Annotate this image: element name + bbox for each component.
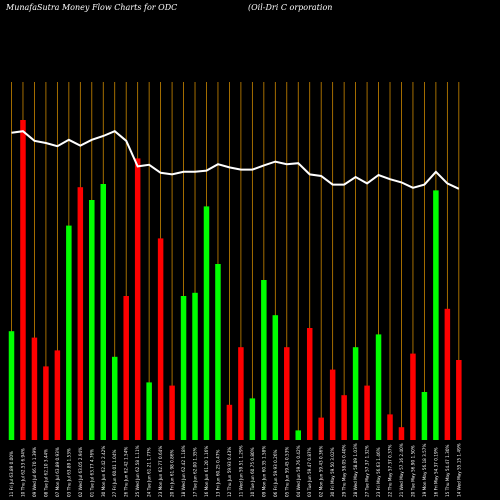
- tick-label: 16 Fri May 54.37 0.19%: [433, 447, 438, 497]
- tick-label: 20 Tue May 56.90 1.50%: [410, 445, 415, 497]
- bar: [456, 360, 462, 440]
- bar: [123, 296, 129, 440]
- bar: [215, 264, 221, 440]
- tick-label: 23 Mon Jun 62.77 0.64%: [158, 446, 163, 497]
- bar: [180, 296, 187, 440]
- bar: [398, 427, 405, 440]
- bar: [54, 350, 61, 440]
- bar: [284, 347, 290, 440]
- bar: [31, 337, 38, 440]
- tick-label: 15 Thu May 54.47 1.30%: [445, 445, 450, 497]
- tick-label: 17 Tue Jun 62.00 1.35%: [193, 447, 198, 497]
- tick-label: 21 Wed May 57.16 2.40%: [399, 443, 404, 497]
- bar: [329, 369, 336, 440]
- tick-label: 29 Thu May 58.05 0.40%: [342, 445, 347, 497]
- tick-label: 18 Wed Jun 62.42 1.18%: [181, 445, 186, 497]
- bar: [364, 385, 370, 440]
- bar: [226, 404, 233, 440]
- bar: [238, 347, 244, 440]
- bar: [421, 392, 428, 440]
- bar: [169, 385, 175, 440]
- series-line: [11, 130, 460, 190]
- tick-label: 30 Mon Jun 62.42 2.42%: [101, 446, 106, 497]
- bar: [433, 190, 439, 440]
- tick-label: 30 Fri May 59.50 3.02%: [330, 447, 335, 497]
- bar: [375, 334, 382, 440]
- bar: [89, 200, 95, 440]
- tick-label: 12 Thu Jun 59.93 0.43%: [227, 447, 232, 497]
- chart-subtitle: (Oil-Dri C orporation: [248, 3, 332, 12]
- tick-label: 03 Tue Jun 59.47 0.87%: [307, 447, 312, 497]
- bar: [410, 353, 416, 440]
- tick-label: 20 Fri Jun 61.98 0.86%: [170, 450, 175, 497]
- bar: [77, 187, 84, 440]
- tick-label: 05 Thu Jun 59.45 0.53%: [284, 447, 289, 497]
- bar: [146, 382, 152, 440]
- bar: [295, 430, 301, 440]
- bar-series: [8, 120, 462, 440]
- tick-label: 10 Tue Jun 60.75 0.80%: [250, 447, 255, 497]
- tick-label: 28 Wed May 58.09 1.03%: [353, 443, 358, 497]
- bar: [192, 292, 198, 440]
- tick-label: 23 Fri May 56.63 1.46%: [376, 447, 381, 497]
- tick-label: 25 Wed Jun 62.58 1.11%: [135, 445, 140, 497]
- tick-label: 22 Thu May 57.37 0.37%: [388, 445, 393, 497]
- bar: [306, 328, 313, 440]
- bar: [157, 238, 164, 440]
- bar: [100, 184, 107, 440]
- tick-label: 07 Mon Jul 63.89 0.93%: [55, 447, 60, 497]
- tick-label: 10 Thu Jul 62.53 6.94%: [20, 448, 25, 497]
- tick-label: 27 Tue May 57.37 1.32%: [365, 445, 370, 497]
- bar: [8, 331, 15, 440]
- tick-label: 11 Wed Jun 59.51 1.29%: [238, 445, 243, 497]
- tick-label: 14 Wed May 55.15 1.49%: [456, 443, 461, 497]
- tick-label: 11 Fri Jul 63.89 0.00%: [9, 451, 14, 497]
- tick-label: 01 Tue Jul 63.77 4.76%: [89, 449, 94, 497]
- bar: [318, 417, 324, 440]
- tick-label: 09 Mon Jun 60.35 1.58%: [261, 446, 266, 497]
- bar: [272, 315, 279, 440]
- tick-label: 06 Fri Jun 59.93 0.26%: [273, 450, 278, 497]
- bar: [341, 395, 347, 440]
- tick-label: 04 Wed Jun 59.76 0.42%: [296, 445, 301, 497]
- tick-label: 09 Wed Jul 66.70 1.39%: [32, 447, 37, 497]
- tick-label: 27 Fri Jun 60.01 1.04%: [112, 450, 117, 497]
- bar: [249, 398, 256, 440]
- tick-labels: 11 Fri Jul 63.89 0.00% 10 Thu Jul 62.53 6…: [9, 443, 461, 497]
- bar: [134, 158, 141, 440]
- tick-label: 16 Mon Jun 61.20 1.16%: [204, 446, 209, 497]
- tick-label: 13 Fri Jun 60.25 0.47%: [215, 450, 220, 497]
- tick-label: 19 Mon May 56.18 3.57%: [422, 444, 427, 497]
- chart-title: MunafaSutra Money Flow Charts for ODC: [5, 3, 177, 12]
- bar: [111, 356, 118, 440]
- bar: [387, 414, 393, 440]
- bar: [352, 347, 359, 440]
- bar: [203, 206, 210, 440]
- tick-label: 26 Thu Jun 62.42 1.54%: [124, 447, 129, 497]
- tick-label: 24 Tue Jun 61.21 1.77%: [147, 447, 152, 497]
- bar: [66, 225, 72, 440]
- bar: [20, 120, 26, 440]
- bar: [444, 308, 451, 440]
- tick-label: 03 Thu Jul 63.89 1.53%: [66, 448, 71, 497]
- tick-label: 02 Wed Jul 63.05 2.94%: [78, 447, 83, 497]
- tick-label: 08 Tue Jul 62.10 3.44%: [43, 449, 48, 497]
- bar: [43, 366, 49, 440]
- tick-label: 02 Mon Jun 59.43 0.36%: [319, 446, 324, 497]
- bar: [261, 280, 267, 440]
